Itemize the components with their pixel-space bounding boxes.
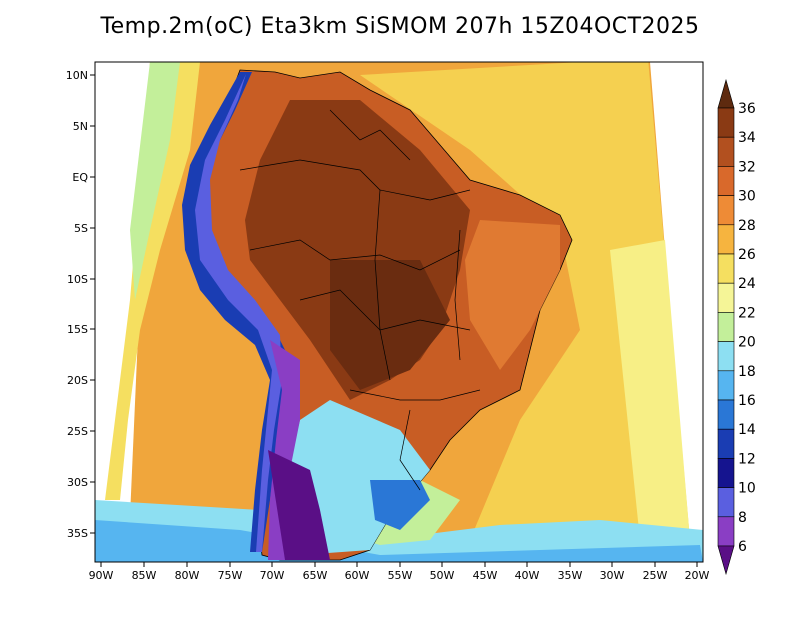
colorbar-swatch xyxy=(717,253,735,284)
colorbar-label: 32 xyxy=(738,159,756,175)
colorbar-swatch xyxy=(717,399,735,430)
lat-label: 35S xyxy=(67,527,88,540)
colorbar-top-arrow xyxy=(717,78,735,109)
colorbar-label: 8 xyxy=(738,510,747,526)
lon-label: 30W xyxy=(600,569,625,582)
lat-label: 30S xyxy=(67,476,88,489)
lon-label: 25W xyxy=(643,569,668,582)
lon-label: 90W xyxy=(89,569,114,582)
colorbar: 36 34 32 30 28 26 24 22 20 18 16 14 12 10 8 6 xyxy=(717,78,756,576)
lat-label: 5S xyxy=(74,222,88,235)
colorbar-swatch xyxy=(717,224,735,255)
colorbar-label: 36 xyxy=(738,101,756,117)
colorbar-label: 18 xyxy=(738,364,756,380)
lon-label: 80W xyxy=(175,569,200,582)
lon-label: 35W xyxy=(558,569,583,582)
colorbar-swatch xyxy=(717,516,735,547)
colorbar-swatch xyxy=(717,312,735,342)
lon-label: 85W xyxy=(132,569,157,582)
colorbar-swatch xyxy=(717,107,735,138)
colorbar-label: 10 xyxy=(738,481,756,497)
lon-label: 65W xyxy=(303,569,328,582)
lon-label: 40W xyxy=(515,569,540,582)
colorbar-label: 30 xyxy=(738,189,756,205)
colorbar-label: 26 xyxy=(738,247,756,263)
colorbar-label: 16 xyxy=(738,393,756,409)
lon-label: 20W xyxy=(685,569,710,582)
temperature-field xyxy=(95,62,703,562)
colorbar-swatch xyxy=(717,428,735,459)
lat-label: 5N xyxy=(73,120,88,133)
colorbar-swatch xyxy=(717,166,735,196)
colorbar-label: 12 xyxy=(738,451,756,467)
lon-label: 75W xyxy=(218,569,243,582)
colorbar-label: 24 xyxy=(738,276,756,292)
longitude-axis: 90W 85W 80W 75W 70W 65W 60W 55W 50W 45W … xyxy=(89,562,710,582)
latitude-axis: 10N 5N EQ 5S 10S 15S 20S 25S 30S 35S xyxy=(66,69,95,540)
lat-label: 15S xyxy=(67,323,88,336)
map-title: Temp.2m(oC) Eta3km SiSMOM 207h 15Z04OCT2… xyxy=(100,14,700,39)
colorbar-swatch xyxy=(717,282,735,313)
colorbar-swatch xyxy=(717,370,735,401)
colorbar-swatch xyxy=(717,341,735,372)
colorbar-bottom-arrow xyxy=(717,545,735,576)
colorbar-label: 28 xyxy=(738,218,756,234)
colorbar-label: 34 xyxy=(738,130,756,146)
lat-label: EQ xyxy=(72,171,88,184)
lat-label: 20S xyxy=(67,374,88,387)
lon-label: 55W xyxy=(388,569,413,582)
colorbar-label: 6 xyxy=(738,539,747,555)
colorbar-label: 14 xyxy=(738,422,756,438)
colorbar-swatch xyxy=(717,136,735,167)
map-frame xyxy=(94,61,704,563)
lat-label: 25S xyxy=(67,425,88,438)
lat-label: 10S xyxy=(67,273,88,286)
colorbar-swatch xyxy=(717,458,735,488)
lat-label: 10N xyxy=(66,69,88,82)
colorbar-swatch xyxy=(717,195,735,226)
colorbar-label: 20 xyxy=(738,335,756,351)
lon-label: 60W xyxy=(345,569,370,582)
lon-label: 70W xyxy=(260,569,285,582)
lon-label: 45W xyxy=(473,569,498,582)
colorbar-swatch xyxy=(717,487,735,518)
lon-label: 50W xyxy=(430,569,455,582)
colorbar-label: 22 xyxy=(738,305,756,321)
